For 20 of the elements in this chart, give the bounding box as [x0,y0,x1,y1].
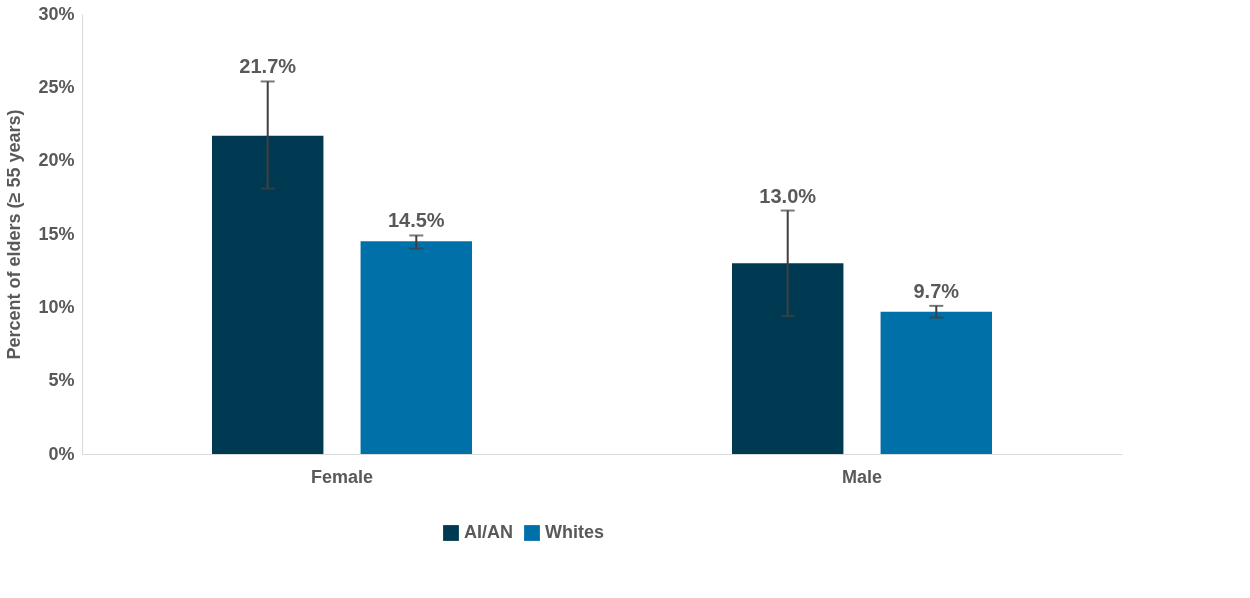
data-label: 9.7% [913,279,960,302]
data-label: 21.7% [239,55,297,78]
bar [360,241,472,454]
data-label: 14.5% [387,209,445,232]
data-label: 13.0% [759,184,817,207]
y-tick-label: 0% [48,443,75,464]
legend-label: AI/AN [464,522,513,542]
y-tick-label: 10% [38,296,75,317]
bar [732,263,844,454]
x-tick-label: Male [841,466,883,487]
y-tick-label: 15% [38,223,75,244]
legend-label: Whites [545,522,605,542]
y-axis-title: Percent of elders (≥ 55 years) [4,109,25,360]
y-tick-label: 30% [38,3,75,24]
y-tick-label: 5% [48,370,75,391]
x-tick-label: Female [310,466,374,487]
y-tick-label: 25% [38,76,75,97]
bar [212,135,324,454]
y-tick-label: 20% [38,150,75,171]
bar [880,311,992,454]
